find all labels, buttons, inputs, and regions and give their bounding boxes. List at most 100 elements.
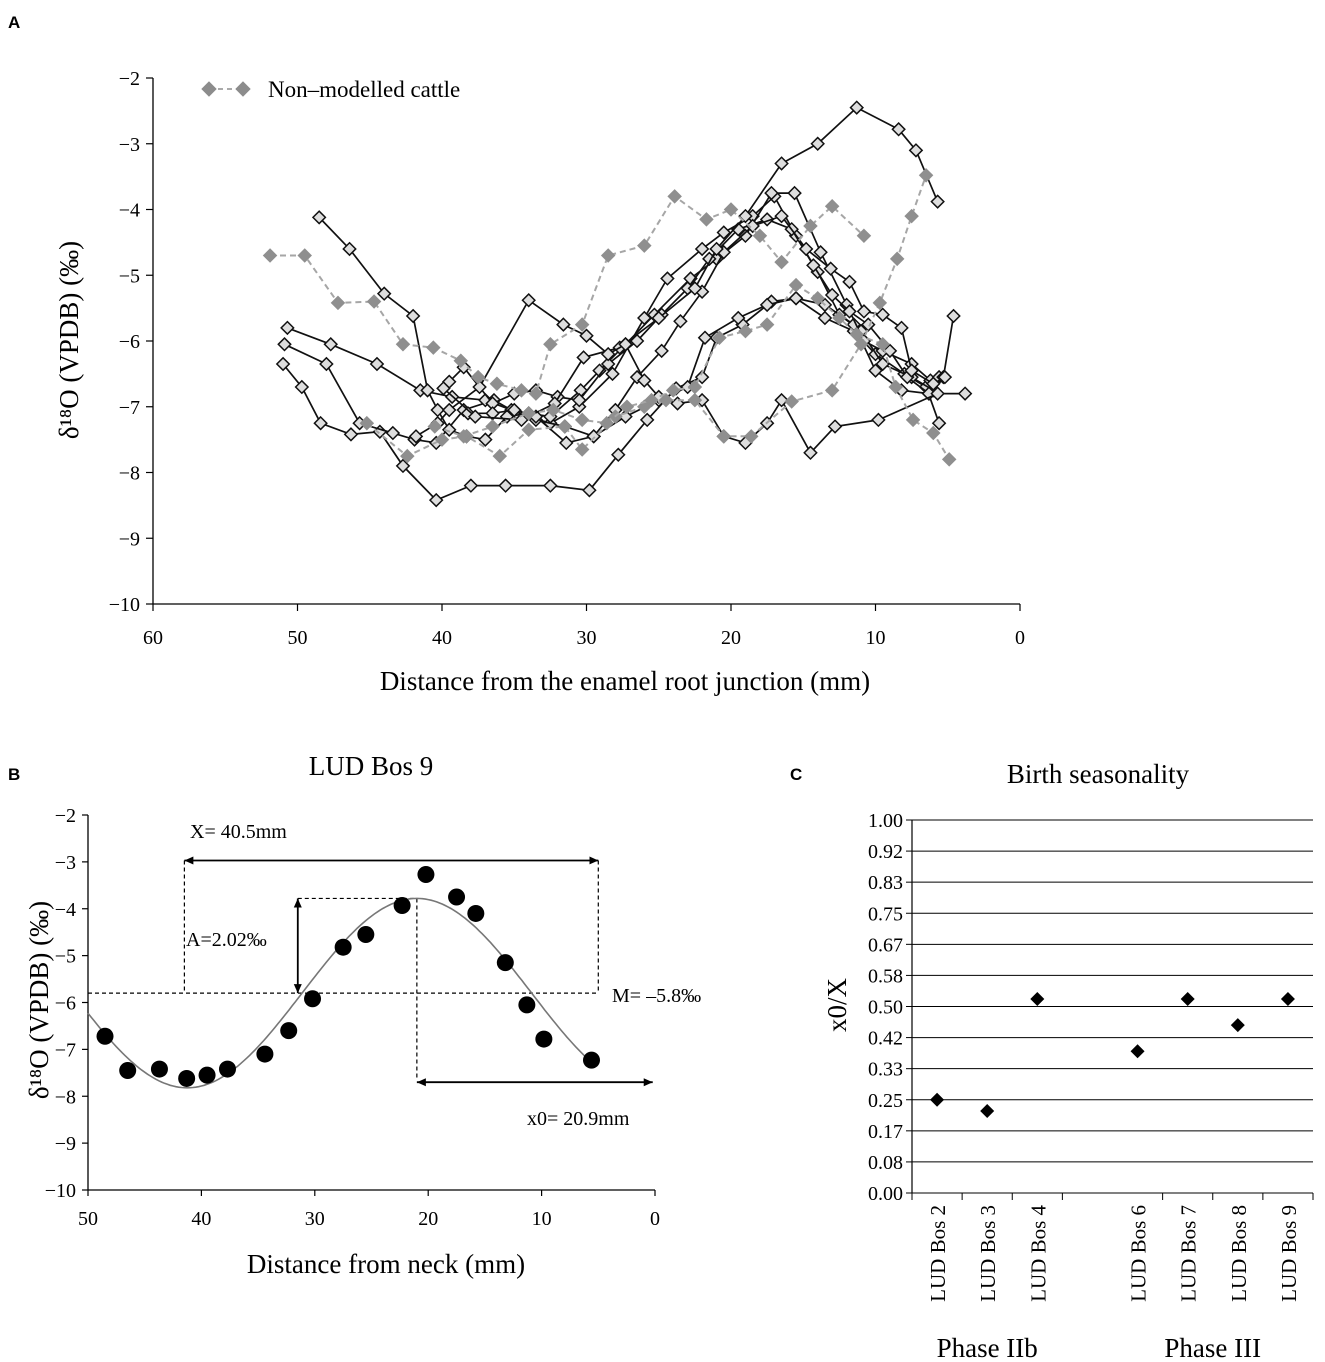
panel-c-grid [906,819,1314,1200]
panel-a-data-point [937,369,953,385]
panel-a-data-point [774,208,789,224]
panel-a-data-point [600,356,616,372]
panel-a-data-point [427,419,443,434]
panel-a-data-point [774,156,789,171]
panel-a-data-point [420,383,435,398]
panel-c-y-tick-label: 0.42 [868,1028,903,1050]
panel-a-data-point [716,225,732,240]
panel-a-data-point [441,402,457,418]
panel-a-data-point [472,379,487,395]
panel-c-y-tick-label: 0.83 [868,872,903,894]
panel-b-data-point [518,996,536,1014]
legend-marker [201,81,217,97]
panel-b-data-point [535,1030,553,1048]
panel-a-series-line [442,106,939,421]
panel-a-data-point [806,258,821,273]
panel-c-group-label: Phase III [1164,1333,1261,1362]
panel-b-data-point [280,1022,298,1040]
panel-a-y-tick-label: −9 [119,528,140,550]
panel-a-data-point [842,274,857,290]
panel-a-data-point [716,429,732,444]
panel-c-category-label: LUD Bos 6 [1127,1205,1151,1302]
panel-a-data-point [600,248,616,263]
panel-a-data-point [803,218,818,234]
panel-a-data-point [485,419,500,434]
panel-c-data-point [1280,992,1295,1007]
panel-a-data-point [849,327,864,342]
panel-a-x-tick-label: 30 [577,627,597,649]
panel-a-y-tick-label: −3 [119,134,140,156]
panel-a-data-point [582,482,597,498]
panel-a-data-point [359,415,375,431]
panel-a-data-point [957,386,973,401]
panel-a-data-point [280,320,295,336]
panel-a-data-point [868,363,883,378]
panel-c-category-label: LUD Bos 3 [976,1205,1000,1302]
panel-a-data-point [489,376,505,391]
panel-a-data-point [521,292,536,308]
panel-a-data-point [810,136,825,152]
panel-c-y-tick-label: 1.00 [868,810,903,832]
panel-a-data-point [651,310,667,326]
panel-a-y-tick-label: −4 [119,200,140,222]
panel-a-data-point [712,330,727,345]
panel-a-data-point [856,304,872,319]
legend-marker [235,81,251,97]
panel-a-data-point [723,202,739,217]
panel-c-y-tick-label: 0.58 [868,965,903,987]
panel-a-data-point [369,356,385,372]
panel-c-y-tick-label: 0.25 [868,1090,903,1112]
panel-a-data-point [665,383,681,398]
panel-a-data-point [787,185,802,201]
panel-a-data-point [428,492,444,508]
panel-c-points [930,992,1295,1118]
panel-a-x-tick-label: 0 [1015,627,1025,649]
panel-b-guides [88,856,653,1087]
panel-c-tick-labels: 1.00 0.92 0.83 0.75 0.67 0.58 0.50 0.42 0.33 0.25… [868,810,903,1205]
panel-a-data-point [323,337,338,352]
panel-b-y-tick-label: −2 [55,805,76,827]
panel-a-data-point [904,363,919,378]
panel-b-data-point [119,1061,137,1079]
panel-a-data-point [644,392,659,408]
panel-a-data-point [629,333,645,349]
panel-a-data-point [436,381,451,396]
panel-a-data-point [930,386,945,401]
panel-a-data-point [319,356,334,372]
panel-a-data-point [639,412,655,428]
panel-b-data-point [582,1051,600,1069]
panel-a-data-point [297,248,312,263]
panel-c-y-tick-label: 0.00 [868,1183,903,1205]
panel-a-series-non-modelled-cattle-1 [262,189,872,401]
panel-b-x-axis-title: Distance from neck (mm) [247,1249,525,1279]
panel-a-data-point [759,317,775,332]
panel-a-data-point [660,271,675,286]
panel-c-y-tick-label: 0.92 [868,841,903,863]
panel-c-data-point [1230,1018,1245,1033]
panel-a-data-point [798,241,814,257]
panel-b-x-tick-label: 50 [78,1208,98,1230]
panel-a-data-point [556,317,571,332]
panel-b-y-tick-label: −3 [55,852,76,874]
panel-b-y-tick-label: −7 [55,1039,76,1061]
panel-a-data-point [498,478,513,493]
panel-a-data-point [574,412,590,428]
panel-a-data-point [658,392,674,408]
panel-a-x-axis-title: Distance from the enamel root junction (… [380,666,870,696]
panel-a-data-point [294,379,310,395]
panel-a-data-point [774,392,789,408]
panel-a-data-point [572,392,587,408]
panel-a-data-point [376,286,392,301]
panel-b-points [96,866,600,1087]
panel-a-y-tick-label: −7 [119,397,140,419]
panel-b-data-point [496,954,514,972]
panel-a-data-point [699,212,714,227]
panel-a-data-point [599,415,614,431]
panel-b-x-tick-label: 0 [650,1208,660,1230]
panel-a-data-point [277,337,292,352]
panel-a-data-point [514,412,529,428]
panel-b-data-point [393,896,411,914]
